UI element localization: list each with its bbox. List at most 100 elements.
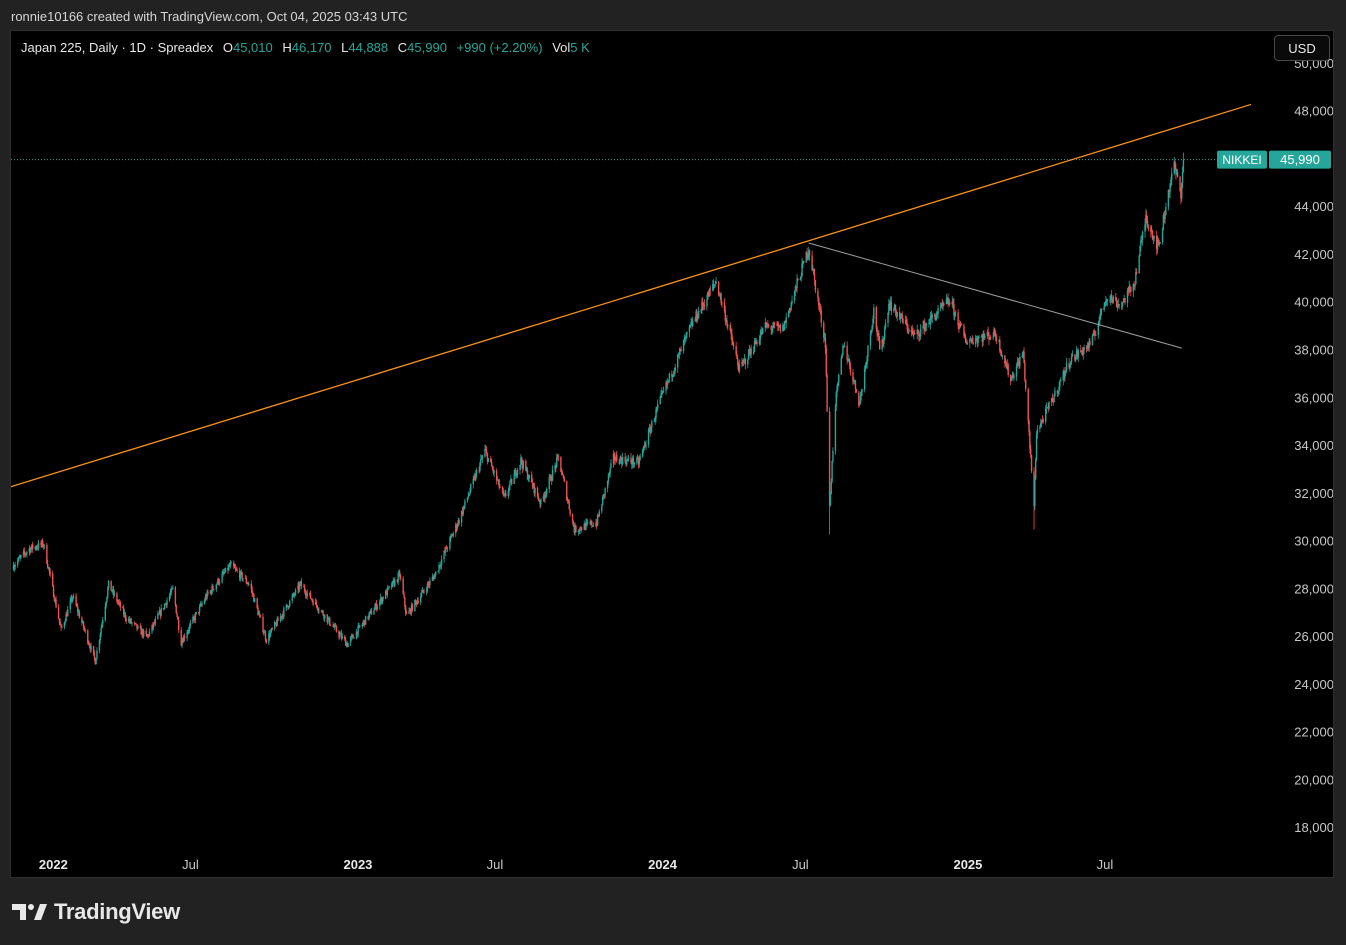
candle-body [107, 588, 109, 597]
candle-body [1045, 408, 1047, 422]
candle-body [359, 625, 361, 627]
candle-body [467, 495, 469, 498]
candle-body [969, 339, 972, 341]
candle-body [976, 338, 978, 343]
candle-body [837, 382, 839, 387]
candle-body [823, 322, 825, 338]
candle-body [782, 325, 784, 332]
chart-area[interactable]: 50,000 48,000 44,000 42,000 40,000 38,000 36,0… [10, 30, 1334, 878]
candle-body [475, 470, 478, 474]
currency-button[interactable]: USD [1274, 35, 1330, 61]
price-chart[interactable]: 50,00048,00044,00042,00040,00038,00036,0… [11, 31, 1333, 877]
y-axis-tick-label: 48,000 [1294, 104, 1333, 119]
candle-body [1106, 299, 1109, 301]
candle-body [843, 345, 846, 347]
candle-body [264, 632, 267, 640]
candle-body [505, 493, 507, 497]
candle-body [122, 607, 124, 609]
candle-body [28, 548, 31, 552]
candle-body [747, 359, 749, 365]
candle-body [1087, 345, 1089, 349]
candle-body [329, 624, 332, 626]
candle-body [690, 322, 692, 325]
x-axis-tick-label: 2024 [648, 857, 678, 872]
candle-body [709, 289, 711, 291]
candle-body [69, 600, 71, 610]
candle-body [369, 611, 371, 615]
candle-body [1104, 302, 1106, 307]
candle-body [545, 494, 547, 495]
candle-body [773, 323, 776, 324]
candle-body [695, 311, 697, 320]
candle-body [257, 608, 259, 615]
candle-body [760, 330, 762, 335]
y-axis-tick-label: 28,000 [1294, 581, 1333, 596]
candle-body [435, 571, 437, 575]
candle-body [662, 391, 664, 393]
candle-body [1100, 308, 1103, 311]
candle-body [673, 370, 676, 374]
candle-body [563, 477, 565, 482]
low-value: 44,888 [348, 40, 389, 55]
candle-body [1127, 290, 1130, 292]
candle-body [1012, 374, 1014, 378]
candle-body [152, 624, 154, 628]
candle-body [1128, 286, 1130, 292]
candle-body [1098, 320, 1100, 325]
candle-body [732, 345, 735, 347]
price-badge-value: 45,990 [1280, 152, 1320, 167]
candle-body [450, 536, 452, 538]
candle-body [853, 380, 856, 382]
candle-body [134, 623, 137, 625]
candle-body [147, 634, 150, 636]
candle-body [918, 331, 920, 337]
candle-body [789, 308, 792, 310]
candle-body [239, 571, 242, 579]
candle-body [221, 574, 223, 582]
candle-body [110, 580, 112, 591]
candle-body [853, 380, 855, 382]
candle-body [1115, 296, 1117, 301]
candle-body [1135, 272, 1138, 274]
candle-body [391, 581, 394, 587]
candle-body [230, 562, 232, 564]
candle-body [294, 594, 296, 596]
candle-body [322, 610, 324, 616]
candle-body [1159, 242, 1161, 244]
candle-body [1081, 350, 1084, 355]
candle-body [754, 340, 757, 345]
candle-body [245, 578, 248, 583]
candle-body [893, 309, 895, 312]
candle-body [604, 488, 606, 496]
candle-body [58, 618, 61, 622]
candle-body [212, 586, 214, 590]
candle-body [507, 491, 510, 497]
candle-body [438, 564, 440, 571]
candle-body [814, 280, 817, 291]
candle-body [659, 396, 661, 405]
candle-body [989, 337, 992, 338]
candle-body [350, 636, 353, 638]
candle-body [399, 576, 402, 579]
candle-body [858, 402, 861, 406]
candle-body [14, 565, 16, 567]
candle-body [554, 465, 556, 470]
candle-body [363, 620, 365, 623]
candle-body [923, 321, 925, 326]
candle-body [479, 463, 481, 471]
candle-body [200, 604, 202, 606]
candle-body [472, 478, 474, 485]
candle-body [75, 595, 77, 606]
tradingview-logo[interactable]: TradingView [12, 899, 180, 925]
candle-body [551, 479, 553, 482]
candle-body [198, 606, 201, 613]
candle-body [484, 449, 486, 457]
candle-body [848, 359, 851, 366]
candle-body [638, 459, 641, 465]
candle-body [410, 609, 412, 614]
candle-body [988, 334, 990, 340]
candle-body [326, 614, 328, 623]
candle-body [300, 581, 303, 587]
candle-body [1024, 379, 1027, 389]
candle-body [1120, 305, 1123, 307]
